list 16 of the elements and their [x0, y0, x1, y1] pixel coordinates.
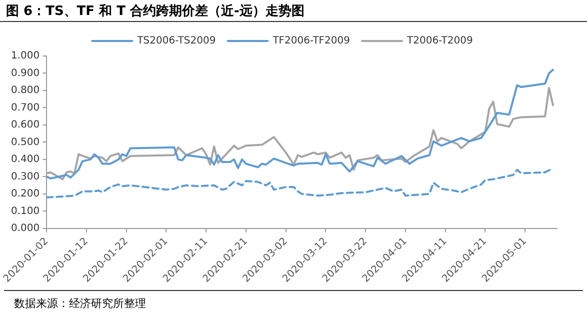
- y-tick-label: 0.200: [10, 188, 40, 200]
- y-tick-label: 0.500: [10, 136, 40, 148]
- y-tick-label: 1.000: [10, 50, 40, 62]
- legend-label: TS2006-TS2009: [136, 36, 216, 47]
- y-tick-label: 0.000: [10, 223, 40, 234]
- y-tick-label: 0.300: [10, 171, 40, 182]
- y-tick-label: 0.100: [10, 206, 40, 217]
- y-tick-label: 0.700: [10, 102, 40, 114]
- legend-label: T2006-T2009: [406, 36, 473, 47]
- y-tick-label: 0.800: [10, 85, 40, 96]
- chart-title: 图 6：TS、TF 和 T 合约跨期价差（近-远）走势图: [6, 3, 304, 20]
- y-tick-label: 0.400: [10, 154, 40, 166]
- legend-label: TF2006-TF2009: [272, 36, 350, 47]
- source-note: 数据来源：经济研究所整理: [14, 296, 146, 311]
- y-tick-label: 0.900: [10, 68, 40, 79]
- y-tick-label: 0.600: [10, 120, 40, 131]
